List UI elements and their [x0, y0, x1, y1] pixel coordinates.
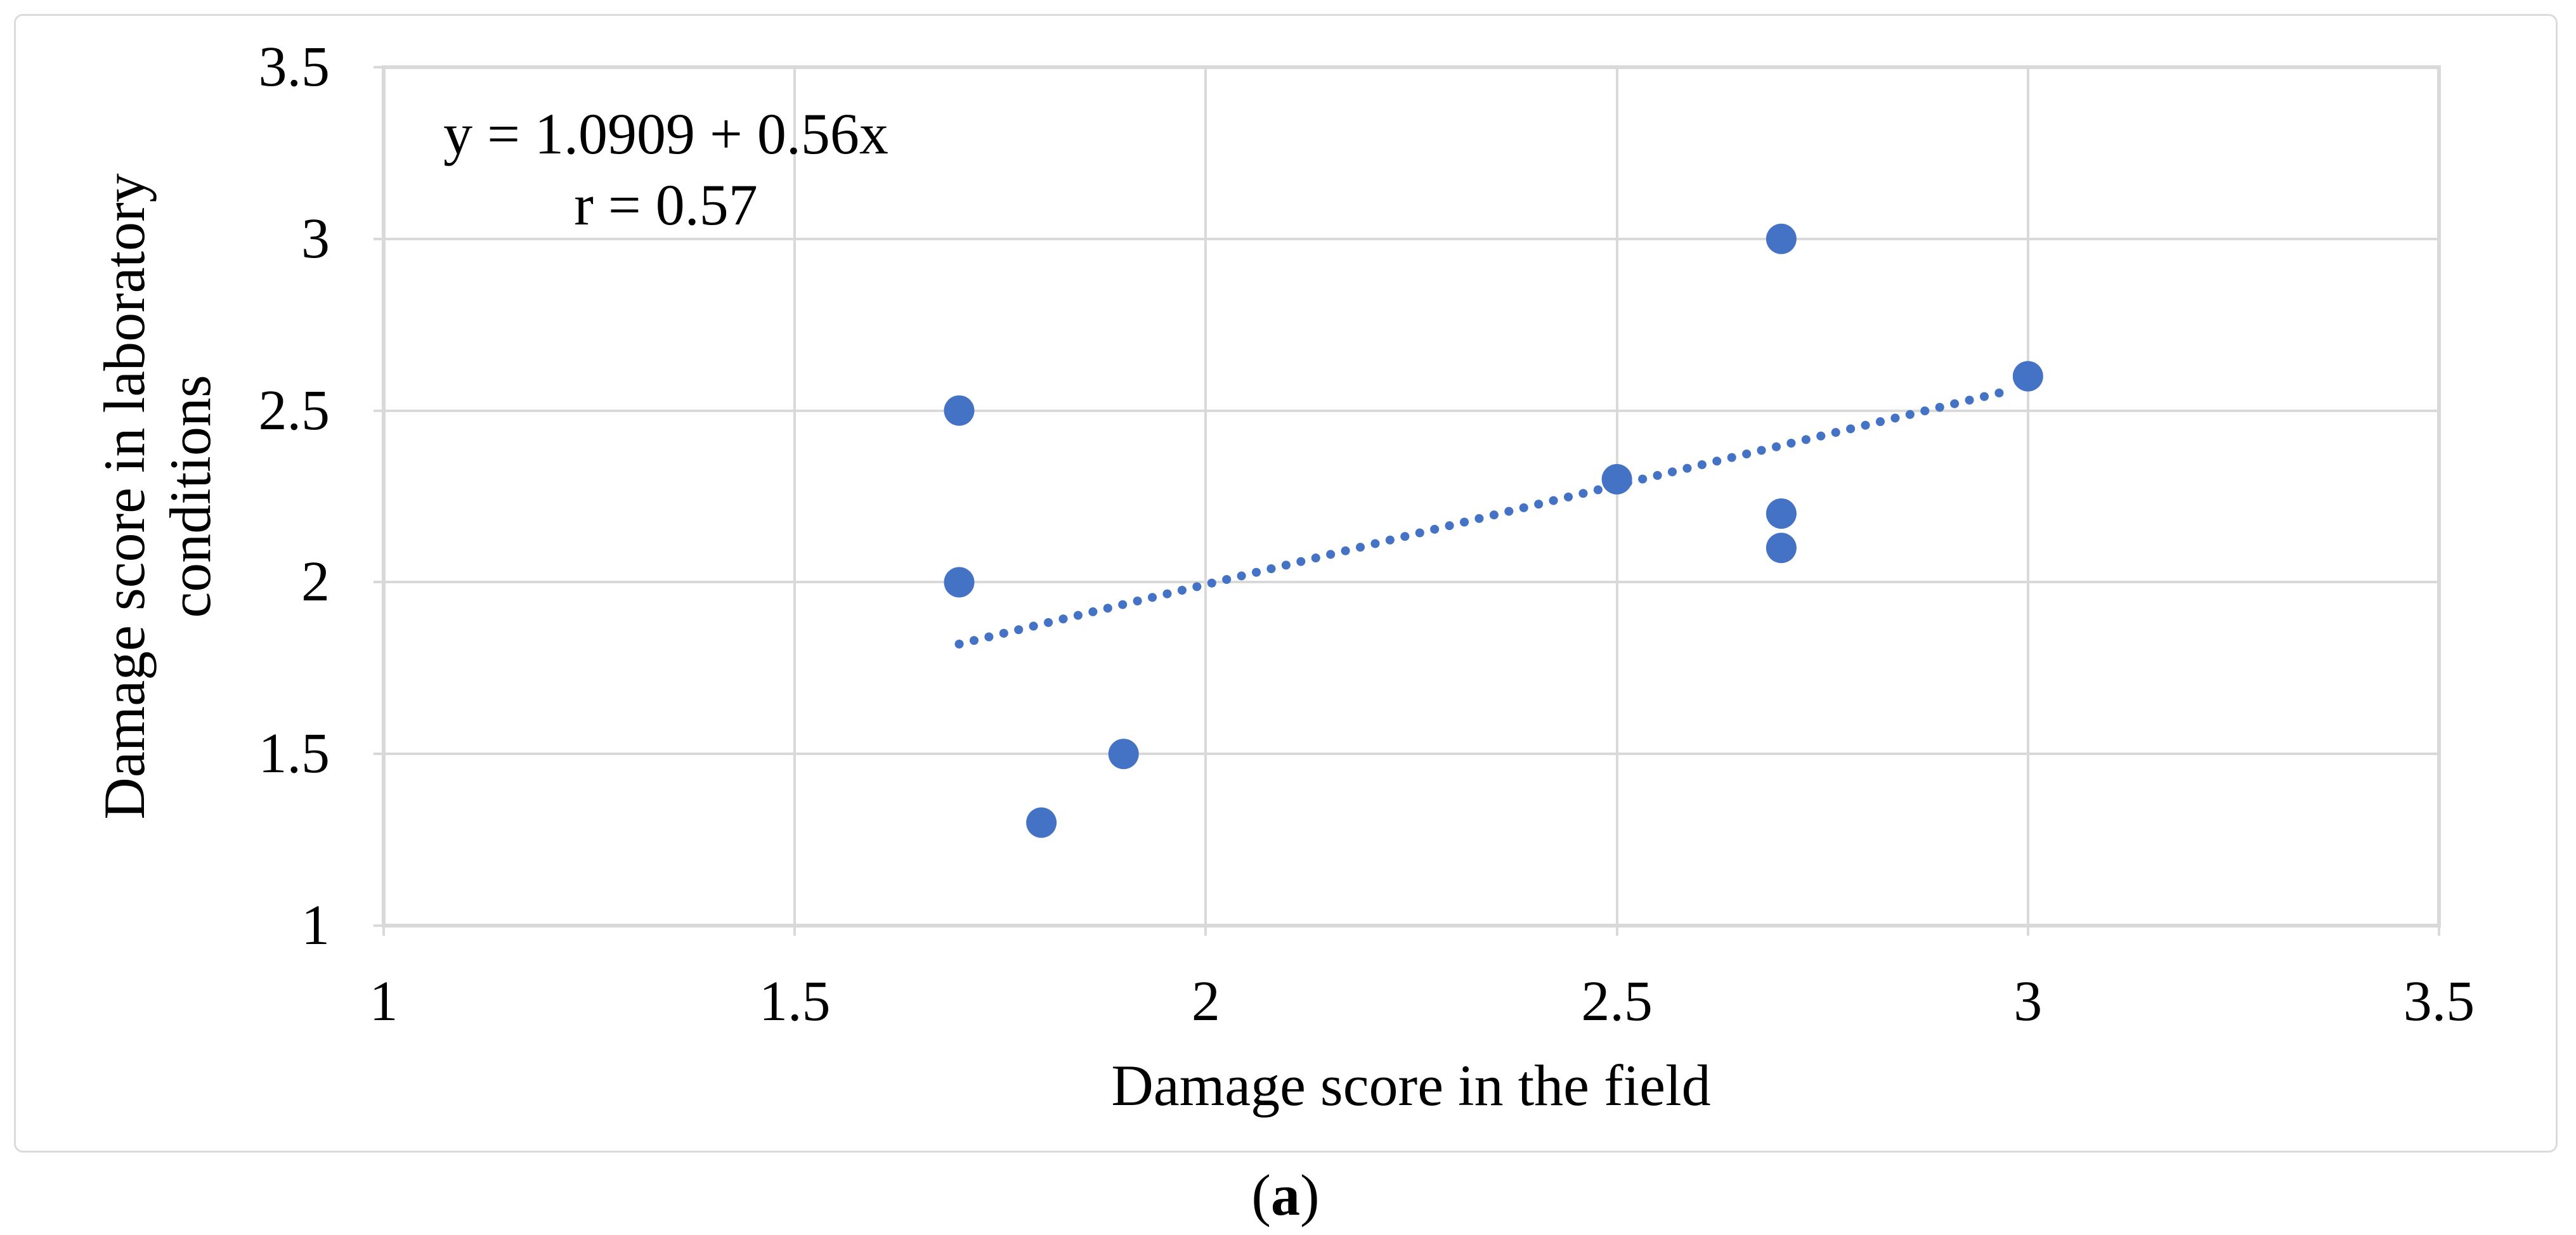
data-point	[944, 395, 975, 426]
x-axis-title: Damage score in the field	[1111, 1053, 1711, 1118]
y-tick-label: 2.5	[258, 378, 330, 442]
x-axis-tick-mark	[2026, 926, 2029, 936]
y-axis-tick-mark	[374, 66, 384, 68]
y-tick-label: 2	[301, 550, 330, 614]
vertical-gridline	[793, 67, 797, 926]
x-tick-label: 2.5	[1581, 970, 1653, 1033]
x-tick-label: 3	[2013, 970, 2043, 1033]
y-axis-title-line2: conditions	[158, 375, 223, 618]
x-axis-tick-mark	[2438, 926, 2440, 936]
plot-area-frame	[382, 65, 2441, 928]
trendline-equation: y = 1.0909 + 0.56x r = 0.57	[443, 98, 888, 240]
data-point	[1601, 463, 1632, 495]
y-tick-label: 3	[301, 207, 330, 270]
vertical-gridline	[1615, 67, 1618, 926]
x-tick-label: 1	[369, 970, 398, 1033]
y-axis-title-line1: Damage score in laboratory	[92, 173, 157, 820]
caption-open-paren: (	[1251, 1163, 1271, 1227]
x-axis-tick-mark	[1204, 926, 1207, 936]
caption-letter: a	[1271, 1163, 1300, 1227]
x-axis-tick-mark	[1615, 926, 1618, 936]
y-tick-label: 3.5	[258, 36, 330, 98]
y-axis-tick-mark	[374, 753, 384, 756]
vertical-gridline	[2026, 67, 2029, 926]
trendline	[954, 385, 2016, 649]
y-tick-label: 1.5	[258, 722, 330, 786]
x-axis-tick-mark	[382, 926, 385, 936]
vertical-gridline	[1204, 67, 1207, 926]
y-tick-label: 1	[301, 894, 330, 957]
data-point	[1108, 739, 1139, 770]
horizontal-gridline	[384, 581, 2439, 584]
data-point	[1026, 807, 1057, 838]
x-tick-label: 3.5	[2403, 970, 2475, 1033]
horizontal-gridline	[384, 237, 2439, 240]
horizontal-gridline	[384, 753, 2439, 756]
y-axis-tick-mark	[374, 924, 384, 927]
data-point	[944, 567, 975, 598]
data-point	[1766, 223, 1797, 254]
equation-line: y = 1.0909 + 0.56x	[443, 101, 888, 166]
x-axis-tick-mark	[793, 926, 797, 936]
data-point	[1766, 498, 1797, 529]
caption-close-paren: )	[1300, 1163, 1320, 1227]
scatter-plot	[944, 223, 2043, 838]
horizontal-gridline	[384, 409, 2439, 412]
data-point	[2012, 361, 2043, 392]
y-axis-tick-mark	[374, 581, 384, 584]
y-axis-tick-mark	[374, 409, 384, 412]
x-tick-label: 2	[1191, 970, 1220, 1033]
data-point	[1766, 533, 1797, 564]
subfigure-caption: (a)	[1251, 1166, 1319, 1224]
correlation-line: r = 0.57	[574, 172, 758, 237]
x-tick-label: 1.5	[758, 970, 831, 1033]
y-axis-tick-mark	[374, 237, 384, 240]
